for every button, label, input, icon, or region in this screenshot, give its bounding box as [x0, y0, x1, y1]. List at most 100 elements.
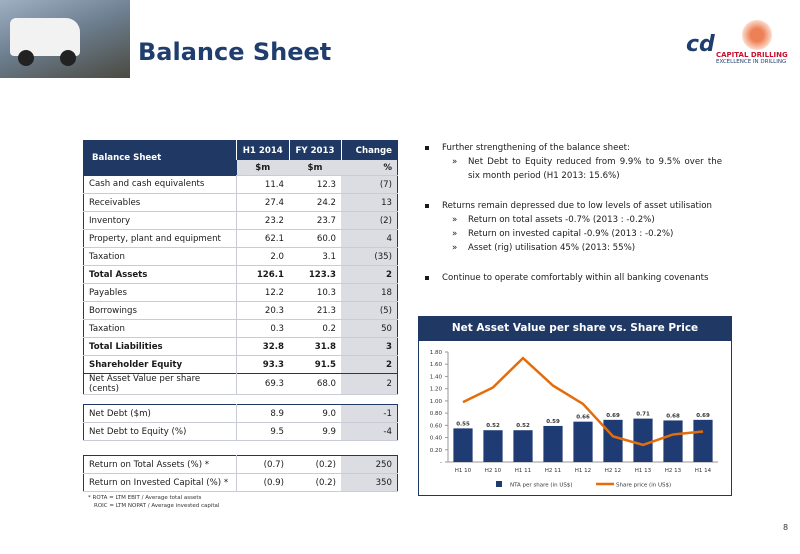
table-cell: 0.2 [289, 319, 341, 338]
legend-swatch [496, 481, 502, 487]
table-cell: 23.7 [289, 211, 341, 230]
table-cell: -1 [341, 404, 398, 423]
header-cell: FY 2013 [288, 140, 341, 160]
bar-value-label: 0.66 [576, 415, 590, 421]
table-cell: 126.1 [236, 265, 289, 284]
y-tick-label: - [440, 460, 442, 466]
table-cell: 93.3 [236, 355, 289, 374]
table-row: Return on Total Assets (%) * (0.7) (0.2) 25… [83, 455, 398, 474]
y-tick-label: 0.40 [430, 436, 443, 442]
table-cell: (0.2) [289, 473, 341, 492]
table-cell: 68.0 [289, 373, 341, 395]
bar-value-label: 0.59 [546, 419, 560, 425]
table-cell: Net Debt to Equity (%) [83, 422, 237, 441]
table-cell: Payables [83, 283, 237, 302]
unit-cell: % [341, 160, 398, 176]
table-cell: Inventory [83, 211, 237, 230]
legend-label: Share price (in US$) [616, 483, 671, 489]
table-cell: 2 [341, 265, 398, 284]
bullet-list: Further strengthening of the balance she… [422, 141, 722, 285]
table-cell: Return on Invested Capital (%) * [83, 473, 237, 492]
y-tick-label: 0.60 [430, 423, 443, 429]
bar-value-label: 0.52 [516, 423, 530, 429]
table-cell: 18 [341, 283, 398, 302]
line [462, 356, 704, 447]
sub-bullet-marker: » [452, 215, 458, 225]
table-cell: 31.8 [289, 337, 341, 356]
table-cell: Net Debt ($m) [83, 404, 237, 423]
sub-bullet: » Asset (rig) utilisation 45% (2013: 55%) [442, 241, 722, 255]
y-tick-label: 0.80 [430, 411, 443, 417]
x-tick-label: H2 13 [665, 468, 682, 474]
footnote: * ROTA = LTM EBIT / Average total assets [88, 495, 202, 501]
table-cell: 21.3 [289, 301, 341, 320]
units-row: $m $m% [84, 160, 398, 176]
bar [543, 425, 563, 462]
table-cell: 12.3 [289, 175, 341, 194]
table-row: Net Debt ($m) 8.9 9.0 -1 [83, 404, 398, 423]
bullet: Continue to operate comfortably within a… [422, 271, 722, 285]
table-cell: Cash and cash equivalents [83, 175, 237, 194]
table-cell: Taxation [83, 247, 237, 266]
logo-mark: cd [686, 32, 715, 57]
table-cell: 69.3 [236, 373, 289, 395]
bar [513, 430, 533, 462]
table-cell: 9.5 [236, 422, 289, 441]
chart-frame [418, 340, 732, 496]
y-tick-label: 1.00 [430, 399, 443, 405]
footnote: ROIC = LTM NOPAT / Average invested capi… [94, 503, 220, 509]
table-cell: 8.9 [236, 404, 289, 423]
bar-value-label: 0.55 [456, 421, 470, 427]
table-cell: 3 [341, 337, 398, 356]
bullet-text: Continue to operate comfortably within a… [442, 273, 709, 283]
sub-bullet-text: Net Debt to Equity reduced from 9.9% to … [468, 157, 722, 181]
truck-shape [10, 18, 80, 56]
logo-globe [742, 20, 772, 50]
bullet-text: Returns remain depressed due to low leve… [442, 201, 712, 211]
y-tick-label: 1.60 [430, 362, 443, 368]
table-cell: 10.3 [289, 283, 341, 302]
table-cell: (35) [341, 247, 398, 266]
sub-bullet: » Return on total assets -0.7% (2013 : -0… [442, 213, 722, 227]
table-row: Taxation 0.3 0.2 50 [83, 319, 398, 338]
table-cell: (0.7) [236, 455, 289, 474]
header-row: Balance Sheet H1 2014 FY 2013 Change [83, 140, 398, 176]
table-cell: 4 [341, 229, 398, 248]
table-cell: 50 [341, 319, 398, 338]
table-cell: Net Asset Value per share (cents) [83, 373, 237, 395]
table-cell: Borrowings [83, 301, 237, 320]
header-cell: H1 2014 [236, 140, 289, 160]
table-cell: 2.0 [236, 247, 289, 266]
sub-bullet-text: Return on total assets -0.7% (2013 : -0.… [468, 215, 655, 225]
table-row: Receivables 27.4 24.2 13 [83, 193, 398, 212]
table-cell: -4 [341, 422, 398, 441]
bar [483, 430, 503, 462]
bar-value-label: 0.69 [606, 413, 620, 419]
x-tick-label: H1 12 [575, 468, 591, 474]
bar [633, 418, 653, 462]
table-row: Payables 12.2 10.3 18 [83, 283, 398, 302]
table-row: Taxation 2.0 3.1 (35) [83, 247, 398, 266]
table-cell: 2 [341, 373, 398, 395]
table-cell: Taxation [83, 319, 237, 338]
table-section: Return on Total Assets (%) * (0.7) (0.2) 25… [83, 455, 398, 492]
bullet: Returns remain depressed due to low leve… [422, 199, 722, 255]
x-tick-label: H2 11 [545, 468, 561, 474]
y-tick-label: 0.20 [430, 448, 443, 454]
sub-bullet: » Return on invested capital -0.9% (2013 … [442, 227, 722, 241]
legend-label: NTA per share (in US$) [510, 483, 573, 489]
bar [573, 421, 593, 462]
wheel [18, 50, 34, 66]
table-cell: 13 [341, 193, 398, 212]
chart: - 0.20 0.40 0.60 0.80 1.00 1.20 1.40 1.60 1.80 H1 … [418, 340, 732, 496]
table-row: Total Assets 126.1 123.3 2 [83, 265, 398, 284]
unit-cell: $m [289, 160, 341, 176]
sub-bullet-text: Asset (rig) utilisation 45% (2013: 55%) [468, 243, 636, 253]
table-cell: 11.4 [236, 175, 289, 194]
header-cell: Balance Sheet [83, 140, 237, 176]
table-cell: Shareholder Equity [83, 355, 237, 374]
bullet-square [425, 204, 429, 208]
table-cell: Return on Total Assets (%) * [83, 455, 237, 474]
bar-value-label: 0.71 [636, 412, 650, 418]
